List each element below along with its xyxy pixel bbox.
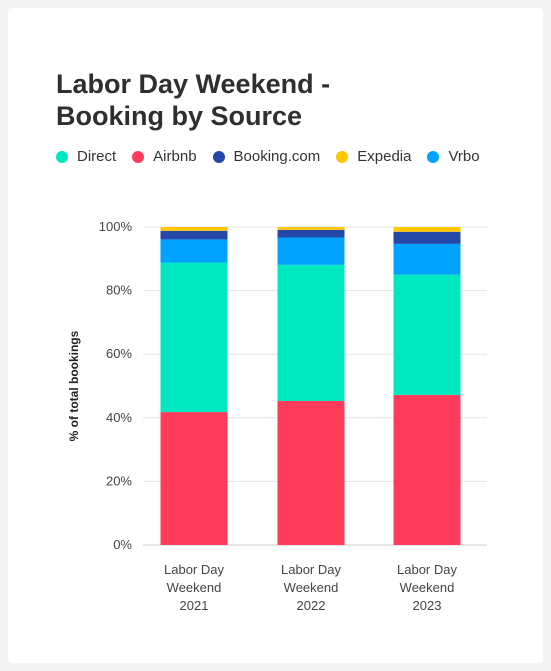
chart-legend: Direct Airbnb Booking.com Expedia Vrbo bbox=[56, 148, 480, 165]
legend-item-airbnb: Airbnb bbox=[132, 148, 197, 165]
bar-segment-airbnb-3 bbox=[393, 394, 461, 545]
y-tick-label-100: 100% bbox=[99, 219, 133, 234]
bar-segment-expedia-2 bbox=[277, 227, 345, 230]
legend-swatch-expedia bbox=[336, 150, 349, 163]
y-axis-title: % of total bookings bbox=[67, 330, 81, 441]
legend-swatch-direct bbox=[56, 150, 68, 163]
legend-item-expedia: Expedia bbox=[336, 148, 411, 165]
chart-title-line-1: Labor Day Weekend - bbox=[56, 69, 331, 99]
bar-segment-expedia-3 bbox=[393, 227, 461, 232]
bar-segment-booking-com-3 bbox=[393, 231, 461, 244]
bar-segment-vrbo-2 bbox=[277, 237, 345, 265]
legend-label-direct: Direct bbox=[77, 148, 117, 165]
bar-segment-airbnb-2 bbox=[277, 400, 345, 545]
legend-label-booking-com: Booking.com bbox=[233, 148, 321, 165]
y-tick-label-20: 20% bbox=[106, 473, 132, 488]
bar-segment-expedia-1 bbox=[160, 227, 228, 231]
legend-label-vrbo: Vrbo bbox=[448, 148, 480, 165]
chart-title: Labor Day Weekend - Booking by Source bbox=[56, 68, 476, 132]
legend-swatch-airbnb bbox=[132, 150, 145, 163]
legend-item-direct: Direct bbox=[56, 148, 116, 165]
bar-segment-airbnb-1 bbox=[160, 412, 228, 545]
y-tick-label-80: 80% bbox=[106, 283, 132, 298]
y-tick-label-0: 0% bbox=[113, 537, 132, 552]
x-tick-label-2: Labor Day Weekend 2022 bbox=[281, 562, 341, 613]
x-tick-label-3: Labor Day Weekend 2023 bbox=[397, 562, 457, 613]
bar-segment-vrbo-3 bbox=[393, 243, 461, 275]
legend-swatch-vrbo bbox=[427, 150, 440, 163]
legend-item-booking-com: Booking.com bbox=[212, 148, 321, 165]
legend-label-expedia: Expedia bbox=[357, 148, 412, 165]
legend-swatch-booking-com bbox=[212, 150, 225, 163]
y-tick-label-60: 60% bbox=[106, 346, 132, 361]
bar-segment-direct-1 bbox=[160, 262, 228, 413]
y-tick-label-40: 40% bbox=[106, 410, 132, 425]
bar-segment-booking-com-2 bbox=[277, 229, 345, 238]
bar-segment-direct-3 bbox=[393, 274, 461, 395]
legend-label-airbnb: Airbnb bbox=[153, 148, 197, 165]
bar-segment-vrbo-1 bbox=[160, 239, 228, 263]
bar-segment-booking-com-1 bbox=[160, 230, 228, 240]
legend-item-vrbo: Vrbo bbox=[427, 148, 480, 165]
x-tick-label-1: Labor Day Weekend 2021 bbox=[164, 562, 224, 613]
bar-segment-direct-2 bbox=[277, 264, 345, 401]
chart-title-line-2: Booking by Source bbox=[56, 101, 303, 131]
